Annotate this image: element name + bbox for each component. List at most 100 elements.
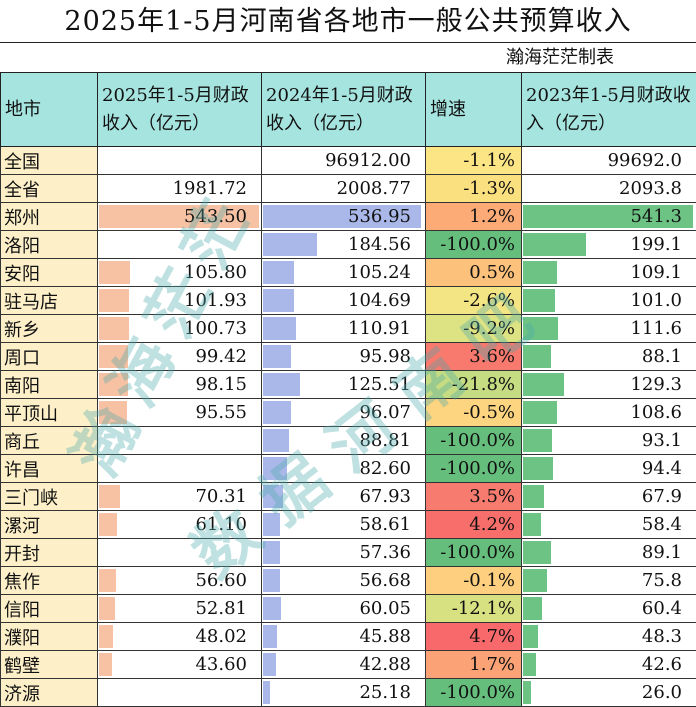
value-text: 96.07 xyxy=(262,402,425,423)
growth-cell: -100.0% xyxy=(426,455,522,483)
growth-cell: -2.6% xyxy=(426,287,522,315)
rev2023-cell: 75.8 xyxy=(522,567,696,595)
growth-text: -1.1% xyxy=(426,150,521,171)
value-text: 48.3 xyxy=(522,626,696,647)
value-text: 536.95 xyxy=(262,206,425,227)
value-text: 56.60 xyxy=(98,570,261,591)
rev2023-cell: 94.4 xyxy=(522,455,696,483)
rev2023-cell: 129.3 xyxy=(522,371,696,399)
rev2025-cell xyxy=(98,539,262,567)
city-cell: 洛阳 xyxy=(1,231,98,259)
growth-text: -100.0% xyxy=(426,430,521,451)
growth-cell: -9.2% xyxy=(426,315,522,343)
rev2023-cell: 67.9 xyxy=(522,483,696,511)
value-text: 52.81 xyxy=(98,598,261,619)
rev2025-cell: 48.02 xyxy=(98,623,262,651)
rev2024-cell: 96912.00 xyxy=(262,147,426,175)
rev2024-cell: 2008.77 xyxy=(262,175,426,203)
rev2025-cell: 56.60 xyxy=(98,567,262,595)
value-text: 108.6 xyxy=(522,402,696,423)
rev2024-cell: 110.91 xyxy=(262,315,426,343)
rev2025-cell xyxy=(98,679,262,707)
growth-cell: 1.7% xyxy=(426,651,522,679)
city-cell: 全省 xyxy=(1,175,98,203)
growth-cell: -100.0% xyxy=(426,427,522,455)
rev2025-cell: 70.31 xyxy=(98,483,262,511)
value-text: 57.36 xyxy=(262,542,425,563)
growth-cell: -100.0% xyxy=(426,231,522,259)
rev2024-cell: 88.81 xyxy=(262,427,426,455)
rev2024-cell: 56.68 xyxy=(262,567,426,595)
rev2025-cell: 95.55 xyxy=(98,399,262,427)
growth-text: -100.0% xyxy=(426,542,521,563)
value-text: 104.69 xyxy=(262,290,425,311)
growth-text: -100.0% xyxy=(426,458,521,479)
table-title: 2025年1-5月河南省各地市一般公共预算收入 xyxy=(0,0,696,42)
rev2024-cell: 45.88 xyxy=(262,623,426,651)
value-text: 94.4 xyxy=(522,458,696,479)
city-cell: 全国 xyxy=(1,147,98,175)
growth-text: -0.1% xyxy=(426,570,521,591)
rev2025-cell: 1981.72 xyxy=(98,175,262,203)
rev2023-cell: 42.6 xyxy=(522,651,696,679)
value-text: 60.05 xyxy=(262,598,425,619)
value-text: 45.88 xyxy=(262,626,425,647)
rev2024-cell: 96.07 xyxy=(262,399,426,427)
city-cell: 新乡 xyxy=(1,315,98,343)
rev2024-cell: 60.05 xyxy=(262,595,426,623)
value-text: 89.1 xyxy=(522,542,696,563)
value-text: 111.6 xyxy=(522,318,696,339)
rev2023-cell: 88.1 xyxy=(522,343,696,371)
growth-cell: 3.6% xyxy=(426,343,522,371)
rev2023-cell: 541.3 xyxy=(522,203,696,231)
rev2024-cell: 104.69 xyxy=(262,287,426,315)
growth-text: -100.0% xyxy=(426,234,521,255)
rev2023-cell: 60.4 xyxy=(522,595,696,623)
value-text: 98.15 xyxy=(98,374,261,395)
growth-cell: -12.1% xyxy=(426,595,522,623)
rev2025-cell: 101.93 xyxy=(98,287,262,315)
rev2024-cell: 58.61 xyxy=(262,511,426,539)
rev2024-cell: 67.93 xyxy=(262,483,426,511)
header-row: 地市 2025年1-5月财政收入（亿元） 2024年1-5月财政收入（亿元） 增… xyxy=(1,73,696,147)
value-text: 541.3 xyxy=(522,206,696,227)
value-text: 99.42 xyxy=(98,346,261,367)
rev2023-cell: 2093.8 xyxy=(522,175,696,203)
growth-cell: 1.2% xyxy=(426,203,522,231)
value-text: 43.60 xyxy=(98,654,261,675)
rev2025-cell: 61.10 xyxy=(98,511,262,539)
rev2023-cell: 101.0 xyxy=(522,287,696,315)
growth-text: 3.6% xyxy=(426,346,521,367)
value-text: 42.88 xyxy=(262,654,425,675)
value-text: 2008.77 xyxy=(262,178,425,199)
value-text: 105.80 xyxy=(98,262,261,283)
rev2023-cell: 48.3 xyxy=(522,623,696,651)
rev2025-cell: 52.81 xyxy=(98,595,262,623)
city-cell: 南阳 xyxy=(1,371,98,399)
rev2023-cell: 89.1 xyxy=(522,539,696,567)
value-text: 67.93 xyxy=(262,486,425,507)
growth-text: -9.2% xyxy=(426,318,521,339)
rev2024-cell: 95.98 xyxy=(262,343,426,371)
value-text: 99692.0 xyxy=(522,150,696,171)
growth-text: -21.8% xyxy=(426,374,521,395)
growth-text: -12.1% xyxy=(426,598,521,619)
value-text: 110.91 xyxy=(262,318,425,339)
growth-text: -2.6% xyxy=(426,290,521,311)
rev2024-cell: 184.56 xyxy=(262,231,426,259)
value-text: 543.50 xyxy=(98,206,261,227)
value-text: 101.93 xyxy=(98,290,261,311)
rev2024-cell: 82.60 xyxy=(262,455,426,483)
rev2025-cell: 43.60 xyxy=(98,651,262,679)
rev2025-cell xyxy=(98,231,262,259)
header-city: 地市 xyxy=(1,73,98,147)
rev2023-cell: 108.6 xyxy=(522,399,696,427)
